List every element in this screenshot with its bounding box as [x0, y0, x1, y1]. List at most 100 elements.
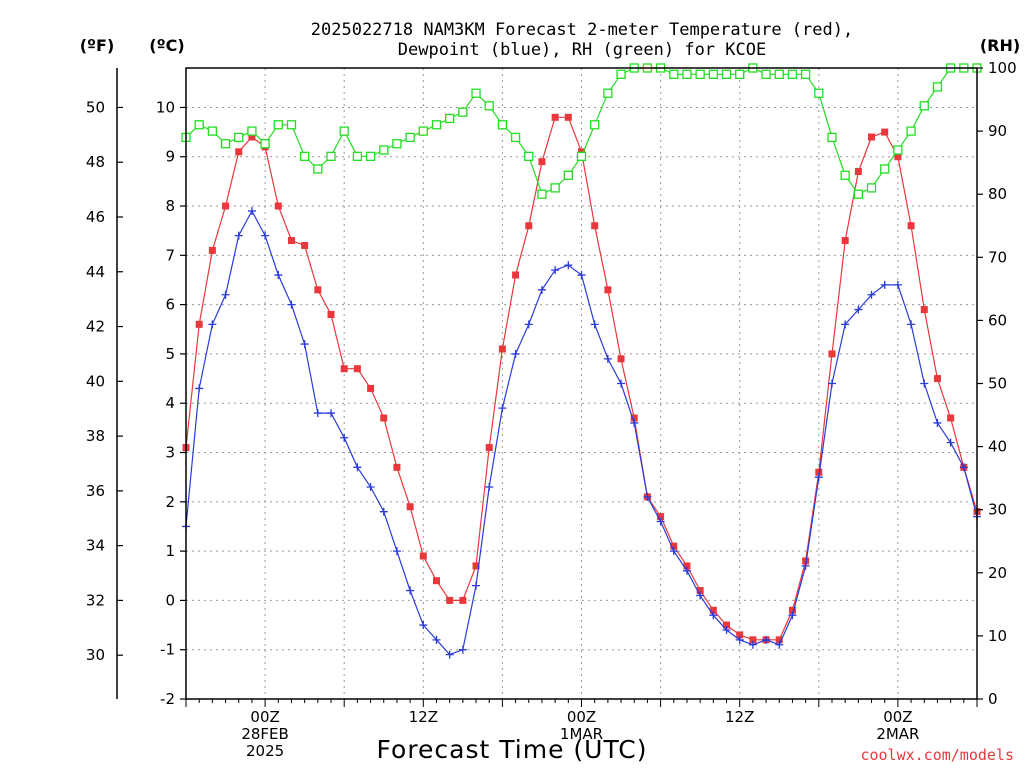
- rh-point: [299, 151, 310, 161]
- dewpoint-point: [907, 320, 916, 329]
- rh-point: [194, 120, 204, 130]
- temperature-point: [933, 375, 941, 383]
- rh-series: [181, 63, 982, 199]
- series-layer: [181, 63, 982, 659]
- dewpoint-point: [748, 640, 757, 649]
- dewpoint-point: [590, 320, 599, 329]
- dewpoint-point: [406, 586, 415, 595]
- dewpoint-point: [946, 438, 955, 447]
- rh-point: [339, 126, 349, 136]
- x-tick-label: 2025: [246, 742, 284, 760]
- rh-point: [800, 69, 811, 79]
- dewpoint-point: [722, 625, 731, 634]
- dewpoint-point: [788, 611, 797, 620]
- dewpoint-point: [656, 517, 665, 526]
- dewpoint-point: [643, 492, 652, 501]
- dewpoint-point: [920, 379, 929, 388]
- rh-point: [669, 69, 679, 79]
- temperature-point: [854, 168, 862, 176]
- temperature-point: [393, 463, 401, 471]
- chart-title-line2: Dewpoint (blue), RH (green) for KCOE: [398, 40, 766, 60]
- temperature-point: [868, 133, 876, 141]
- dewpoint-point: [511, 349, 520, 358]
- temperature-point: [749, 636, 757, 644]
- temperature-point: [287, 237, 295, 245]
- dewpoint-point: [617, 379, 626, 388]
- rh-point: [497, 120, 508, 130]
- celsius-unit-label: (ºC): [149, 36, 184, 55]
- temperature-point: [235, 148, 243, 156]
- grid-lines: [186, 68, 977, 699]
- chart-title-line1: 2025022718 NAM3KM Forecast 2-meter Tempe…: [311, 20, 853, 40]
- temperature-point: [657, 513, 665, 521]
- dewpoint-point: [340, 433, 349, 442]
- temperature-point: [591, 222, 599, 230]
- f-tick-label: 44: [86, 263, 105, 281]
- temperature-point: [709, 606, 717, 614]
- rh-point: [708, 69, 718, 79]
- x-tick-label: 00Z: [567, 708, 596, 726]
- f-tick-label: 50: [86, 98, 105, 116]
- rh-point: [563, 170, 573, 180]
- rh-point: [853, 189, 863, 199]
- temperature-point: [828, 350, 836, 358]
- c-tick-label: 3: [165, 444, 175, 462]
- rh-tick-label: 50: [988, 375, 1007, 393]
- dewpoint-point: [419, 621, 428, 630]
- rh-point: [537, 189, 547, 199]
- rh-point: [866, 183, 877, 193]
- rh-tick-label: 100: [988, 59, 1017, 77]
- dewpoint-point: [379, 507, 388, 516]
- temperature-point: [670, 542, 678, 550]
- temperature-point: [208, 246, 216, 254]
- dewpoint-point: [880, 280, 889, 289]
- rh-point: [418, 126, 428, 136]
- temperature-point: [498, 345, 506, 353]
- dewpoint-point: [498, 404, 507, 413]
- dewpoint-point: [313, 409, 322, 418]
- rh-tick-label: 80: [988, 185, 1007, 203]
- temperature-point: [564, 113, 572, 121]
- temperature-point: [538, 158, 546, 166]
- rh-point: [379, 145, 389, 155]
- temperature-point: [736, 631, 744, 639]
- rh-tick-label: 70: [988, 248, 1007, 266]
- temperature-point: [459, 596, 467, 604]
- dewpoint-point: [537, 285, 546, 294]
- dewpoint-point: [959, 463, 968, 472]
- dewpoint-point: [472, 581, 481, 590]
- rh-point: [431, 120, 442, 130]
- rh-point: [603, 88, 613, 98]
- dewpoint-point: [247, 206, 256, 215]
- temperature-point: [696, 587, 704, 595]
- rh-tick-label: 30: [988, 501, 1007, 519]
- rh-point: [787, 69, 798, 79]
- rh-point: [471, 88, 481, 98]
- dewpoint-point: [327, 409, 336, 418]
- temperature-point: [446, 596, 454, 604]
- f-tick-label: 42: [86, 318, 105, 336]
- dewpoint-point: [603, 354, 612, 363]
- dewpoint-point: [208, 320, 217, 329]
- temperature-point: [920, 306, 928, 314]
- temperature-point: [301, 241, 309, 249]
- temperature-point: [802, 557, 810, 565]
- rh-point: [326, 151, 336, 161]
- f-tick-label: 34: [86, 537, 105, 555]
- x-tick-label: 00Z: [883, 708, 912, 726]
- c-tick-label: 0: [165, 591, 175, 609]
- rh-point: [880, 164, 890, 174]
- x-tick-label: 12Z: [409, 708, 438, 726]
- temperature-point: [617, 355, 625, 363]
- rh-point: [735, 69, 745, 79]
- temperature-point: [367, 384, 375, 392]
- rh-point: [695, 69, 705, 79]
- f-tick-label: 36: [86, 482, 105, 500]
- rh-point: [313, 164, 323, 174]
- temperature-point: [472, 562, 480, 570]
- temperature-point: [222, 202, 230, 210]
- temperature-point: [432, 577, 440, 585]
- temperature-point: [327, 310, 335, 318]
- rh-point: [352, 151, 363, 161]
